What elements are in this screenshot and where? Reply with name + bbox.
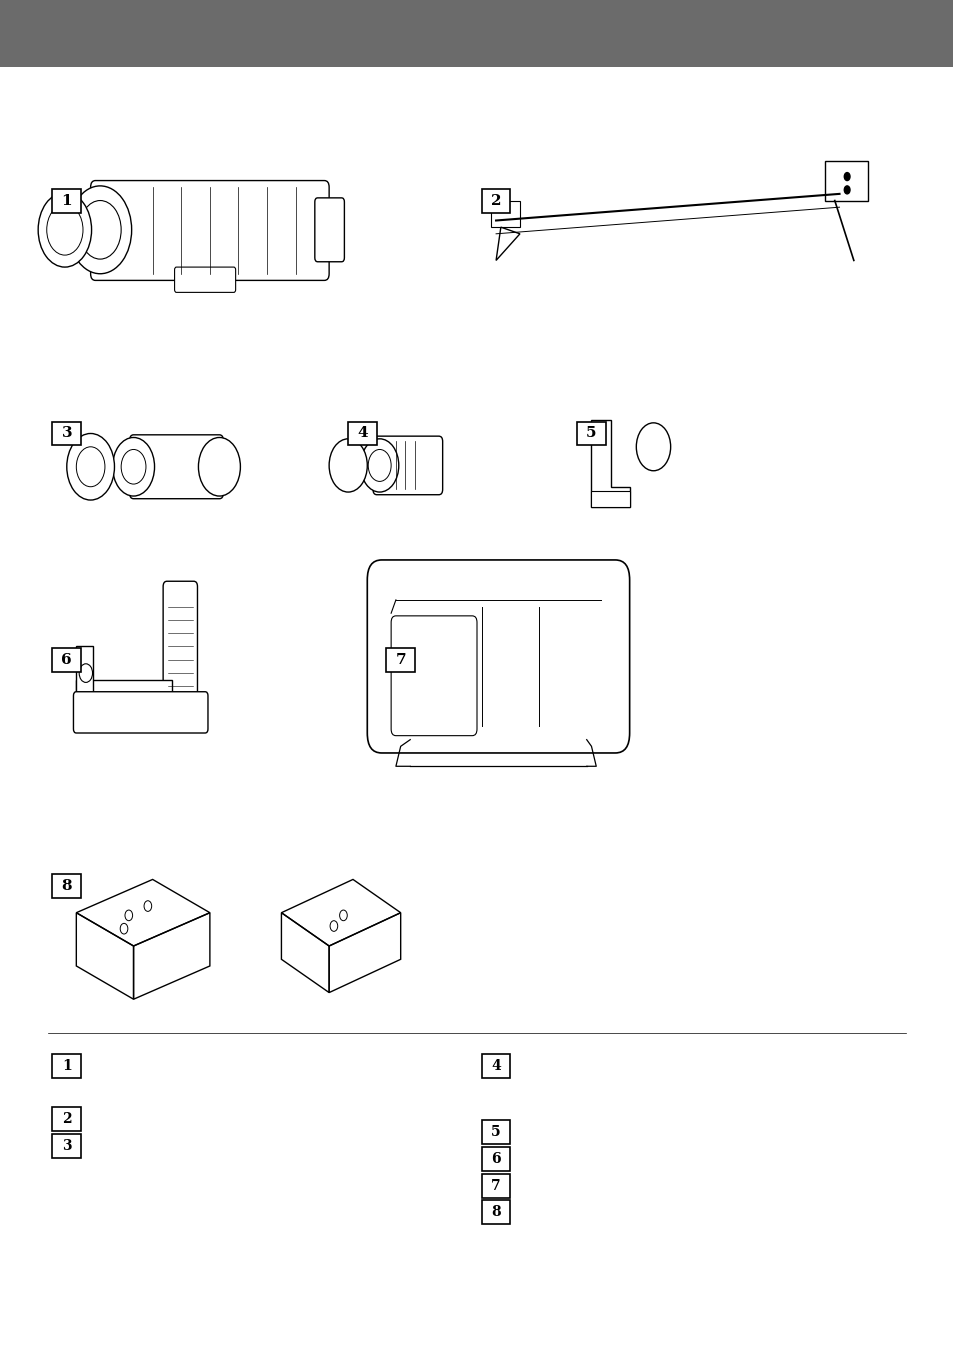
Circle shape [67,434,114,500]
Circle shape [330,921,337,932]
Circle shape [360,439,398,492]
FancyBboxPatch shape [481,1121,510,1144]
Circle shape [38,192,91,268]
FancyBboxPatch shape [163,581,197,704]
FancyBboxPatch shape [367,560,629,753]
FancyBboxPatch shape [577,422,605,445]
FancyBboxPatch shape [130,435,223,499]
Circle shape [76,446,105,487]
FancyBboxPatch shape [348,422,376,445]
FancyBboxPatch shape [76,646,93,700]
Circle shape [843,173,849,181]
FancyBboxPatch shape [481,1201,510,1224]
FancyBboxPatch shape [52,188,81,212]
Text: 8: 8 [491,1205,500,1220]
Text: 7: 7 [491,1179,500,1192]
Text: 8: 8 [61,879,72,894]
FancyBboxPatch shape [76,680,172,700]
Text: 6: 6 [491,1152,500,1165]
FancyBboxPatch shape [386,648,415,672]
FancyBboxPatch shape [52,422,81,445]
FancyBboxPatch shape [391,617,476,735]
FancyBboxPatch shape [52,875,81,898]
Text: 3: 3 [61,426,72,441]
FancyBboxPatch shape [52,1053,81,1078]
Text: 2: 2 [62,1113,71,1126]
Circle shape [69,185,132,273]
Circle shape [112,438,154,496]
FancyBboxPatch shape [481,1146,510,1171]
FancyBboxPatch shape [174,268,235,292]
Text: 4: 4 [356,426,368,441]
Circle shape [843,185,849,193]
FancyBboxPatch shape [52,1107,81,1132]
Circle shape [47,204,83,256]
FancyBboxPatch shape [824,161,867,200]
Text: 7: 7 [395,653,406,667]
Circle shape [339,910,347,921]
FancyBboxPatch shape [481,1174,510,1198]
Text: 5: 5 [585,426,597,441]
Circle shape [79,200,121,260]
FancyBboxPatch shape [373,437,442,495]
Circle shape [120,923,128,934]
Circle shape [121,449,146,484]
FancyBboxPatch shape [314,197,344,262]
Text: 4: 4 [491,1059,500,1072]
Circle shape [636,423,670,470]
Text: 1: 1 [61,193,72,207]
FancyBboxPatch shape [73,692,208,733]
Circle shape [368,449,391,481]
Text: 6: 6 [61,653,72,667]
Text: 2: 2 [490,193,501,207]
Circle shape [79,664,92,683]
FancyBboxPatch shape [91,181,329,280]
FancyBboxPatch shape [481,1053,510,1078]
Circle shape [144,900,152,911]
Circle shape [125,910,132,921]
Text: 1: 1 [62,1059,71,1072]
FancyBboxPatch shape [481,188,510,212]
Circle shape [329,439,367,492]
FancyBboxPatch shape [52,648,81,672]
FancyBboxPatch shape [0,0,953,68]
Circle shape [198,438,240,496]
FancyBboxPatch shape [52,1134,81,1157]
Text: 3: 3 [62,1138,71,1153]
FancyBboxPatch shape [491,200,519,227]
Text: 5: 5 [491,1125,500,1140]
FancyBboxPatch shape [591,491,629,507]
